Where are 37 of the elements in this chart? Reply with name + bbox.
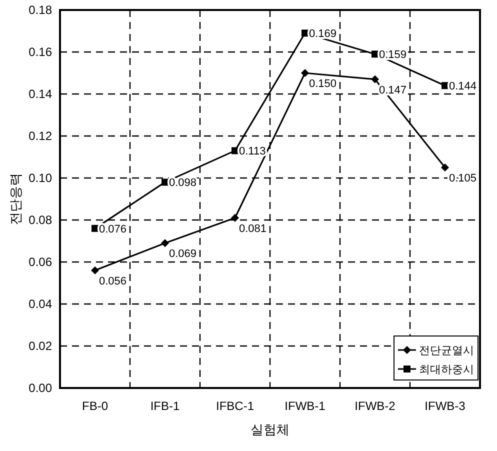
x-tick-label: FB-0 [82,399,108,413]
legend-label: 최대하중시 [419,364,474,376]
x-tick-label: IFWB-2 [354,399,396,413]
x-axis-title: 실험체 [250,422,290,437]
y-axis-title: 전단응력 [8,173,23,225]
y-tick-label: 0.16 [28,45,52,59]
data-label: 0.150 [309,78,337,90]
point [91,266,99,274]
x-tick-label: IFBC-1 [216,399,254,413]
data-label: 0.159 [379,49,407,62]
data-label: 0.105 [449,172,477,184]
y-tick-label: 0.10 [28,171,52,185]
y-tick-label: 0.06 [28,255,52,269]
point [231,214,239,222]
x-tick-label: IFB-1 [150,399,180,413]
data-label: 0.098 [169,177,197,190]
point [371,75,379,84]
data-label: 0.144 [449,80,477,93]
y-tick-label: 0.02 [28,339,52,353]
x-tick-label: IFWB-1 [284,399,326,413]
data-label: 0.081 [239,222,267,235]
point [441,164,449,172]
y-tick-label: 0.18 [28,3,52,17]
y-tick-label: 0.14 [28,87,52,101]
point [301,69,309,77]
data-label: 0.069 [169,248,197,260]
point [161,239,169,248]
data-label: 0.113 [239,146,266,158]
legend-label: 전단균열시 [419,345,474,357]
data-label: 0.056 [99,275,127,288]
y-tick-label: 0.12 [28,129,52,143]
y-tick-label: 0.08 [28,213,52,227]
data-label: 0.169 [309,28,337,40]
data-label: 0.076 [99,223,127,236]
y-tick-label: 0.00 [28,381,52,395]
x-tick-label: IFWB-3 [424,399,466,413]
y-tick-label: 0.04 [28,297,52,311]
